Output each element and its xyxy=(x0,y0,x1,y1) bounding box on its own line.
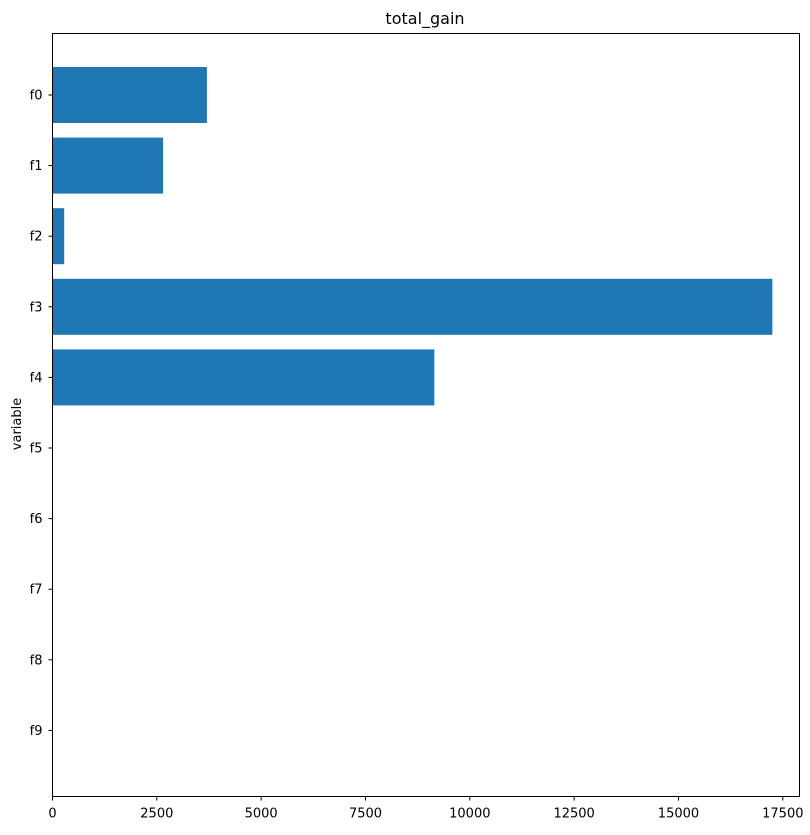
y-tick-label: f1 xyxy=(30,159,43,174)
x-tick-label: 5000 xyxy=(245,807,278,822)
bar-f4 xyxy=(52,349,435,406)
x-tick-label: 2500 xyxy=(140,807,173,822)
x-tick-label: 12500 xyxy=(553,807,594,822)
x-tick-label: 15000 xyxy=(658,807,699,822)
y-tick-label: f2 xyxy=(30,230,43,245)
bar-f1 xyxy=(52,137,164,194)
y-tick-label: f6 xyxy=(30,512,43,527)
y-axis-label: variable xyxy=(10,398,25,450)
bar-f0 xyxy=(52,67,207,123)
y-axis-ticks: f0 f1 f2 f3 f4 f5 f6 f7 f8 f9 xyxy=(30,89,53,739)
x-tick-label: 7500 xyxy=(349,807,382,822)
y-tick-label: f7 xyxy=(30,583,43,598)
plot-area-frame xyxy=(52,33,800,797)
y-tick-label: f4 xyxy=(30,371,43,386)
y-tick-label: f9 xyxy=(30,724,43,739)
y-tick-label: f5 xyxy=(30,442,43,457)
y-tick-label: f0 xyxy=(30,89,43,104)
y-tick-label: f3 xyxy=(30,300,43,315)
y-tick-label: f8 xyxy=(30,653,43,668)
chart-title: total_gain xyxy=(385,9,464,29)
x-tick-label: 10000 xyxy=(449,807,490,822)
bar-f2 xyxy=(52,208,65,265)
x-tick-label: 0 xyxy=(48,807,56,822)
x-axis-ticks: 0 2500 5000 7500 10000 12500 15000 17500 xyxy=(48,796,803,822)
x-tick-label: 17500 xyxy=(762,807,803,822)
bar-f3 xyxy=(52,278,773,335)
bars-group xyxy=(52,67,773,406)
